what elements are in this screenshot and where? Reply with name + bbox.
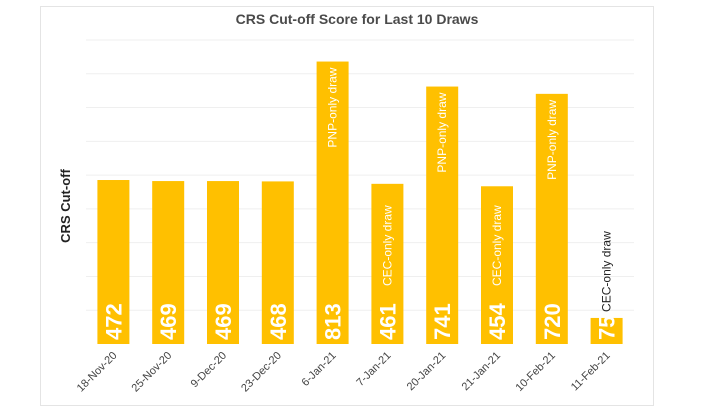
x-tick-label: 23-Dec-20 (239, 350, 284, 395)
bar-annotation: CEC-only draw (490, 205, 504, 286)
x-tick-label: 10-Feb-21 (514, 350, 558, 394)
bar-9-Dec-20 (207, 181, 239, 344)
chart-title: CRS Cut-off Score for Last 10 Draws (236, 11, 479, 27)
bar-11-Feb-21 (590, 317, 623, 344)
x-tick-label: 9-Dec-20 (189, 350, 229, 390)
bar-value-label: 461 (375, 303, 400, 340)
bar-value-label: 468 (266, 303, 291, 340)
bars: 472 469 469 468 813 PNP-only draw 461 CEC-only … (97, 61, 623, 345)
x-tick-label: 18-Nov-20 (75, 350, 120, 395)
y-axis-label: CRS Cut-off (58, 169, 73, 243)
bar-20-Jan-21 (426, 86, 459, 345)
x-tick-label: 11-Feb-21 (569, 350, 613, 394)
x-tick-label: 6-Jan-21 (300, 350, 339, 389)
bar-6-Jan-21 (316, 61, 349, 344)
x-tick-label: 21-Jan-21 (460, 350, 504, 394)
bar-23-Dec-20 (261, 181, 294, 344)
bar-7-Jan-21 (371, 183, 404, 344)
bar-value-label: 720 (540, 303, 565, 340)
x-tick-labels: 18-Nov-20 25-Nov-20 9-Dec-20 23-Dec-20 6-Jan… (75, 350, 613, 395)
bar-annotation: PNP-only draw (326, 67, 340, 147)
bar-annotation: CEC-only draw (380, 205, 394, 286)
bar-18-Nov-20 (97, 180, 130, 344)
bar-annotation: PNP-only draw (545, 100, 559, 180)
bar-annotation: CEC-only draw (600, 231, 614, 312)
bar-annotation: PNP-only draw (435, 92, 449, 172)
x-tick-label: 7-Jan-21 (354, 350, 393, 389)
bar-value-label: 469 (156, 303, 181, 340)
x-tick-label: 20-Jan-21 (405, 350, 449, 394)
bar-25-Nov-20 (152, 181, 185, 344)
bar-value-label: 813 (321, 303, 346, 340)
bar-value-label: 75 (595, 316, 620, 340)
bar-value-label: 469 (211, 303, 236, 340)
bar-value-label: 454 (485, 303, 510, 340)
bar-value-label: 472 (101, 303, 126, 340)
bar-value-label: 741 (430, 303, 455, 340)
bar-21-Jan-21 (481, 186, 513, 344)
x-tick-label: 25-Nov-20 (130, 350, 175, 395)
bar-10-Feb-21 (535, 93, 568, 344)
